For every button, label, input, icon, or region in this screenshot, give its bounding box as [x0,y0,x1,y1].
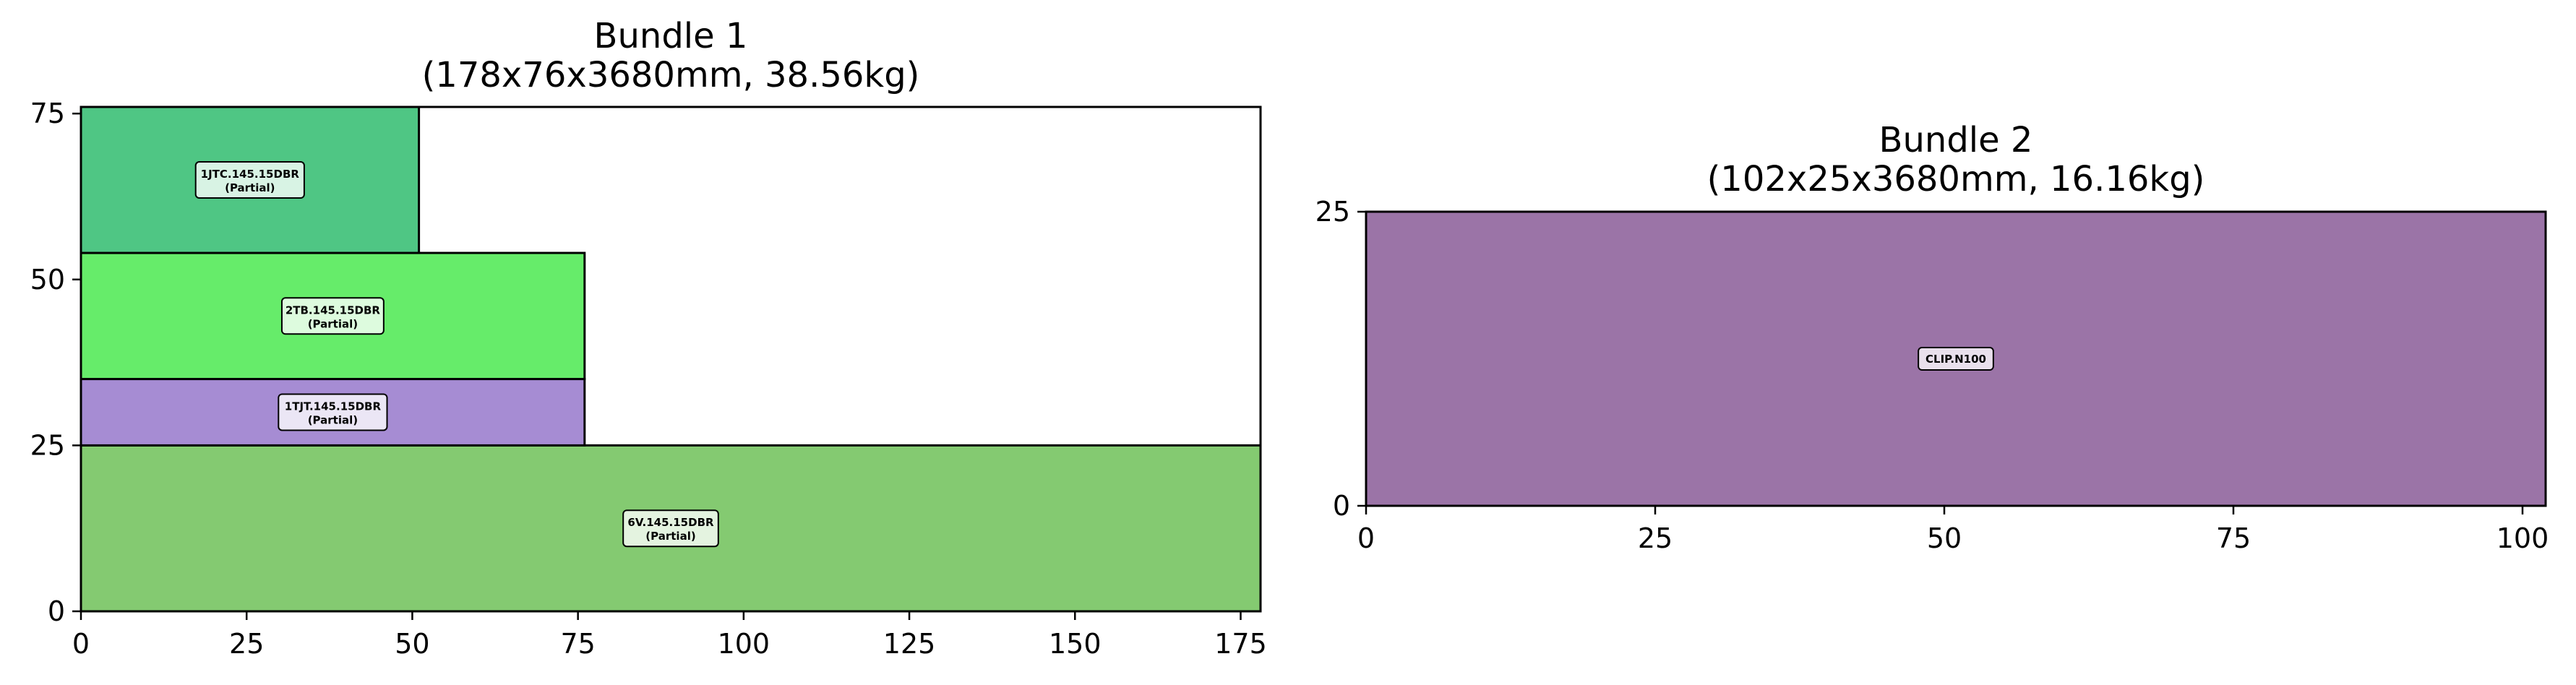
x-tick-label: 125 [883,628,936,660]
segment-label: 1JTC.145.15DBR [201,168,300,181]
chart-subtitle: (178x76x3680mm, 38.56kg) [422,55,920,95]
x-tick-label: 100 [2496,522,2549,554]
x-tick-label: 150 [1049,628,1102,660]
x-tick-label: 25 [1638,522,1673,554]
segment-label-box [194,161,305,199]
segment-label-box [278,393,388,431]
axes-frame [80,105,1262,613]
x-tick-label: 50 [1927,522,1962,554]
segment-label-box [1918,347,1994,371]
segment-sublabel: (Partial) [308,413,358,426]
x-tick-label: 75 [560,628,595,660]
chart-title: Bundle 2 [1879,120,2033,160]
segment-label: CLIP.N100 [1925,353,1986,366]
x-tick-label: 50 [395,628,429,660]
chart-panel-1: Bundle 1(178x76x3680mm, 38.56kg) 6V.145.1… [30,16,1267,660]
x-tick-label: 175 [1214,628,1267,660]
segment-sublabel: (Partial) [645,530,695,543]
segment-label: 6V.145.15DBR [627,516,714,529]
segment-sublabel: (Partial) [225,181,275,194]
y-tick-label: 0 [1333,490,1350,522]
segment-label-box [622,509,719,548]
axes-frame [1365,210,2547,507]
y-tick-label: 50 [30,264,65,296]
x-tick-label: 25 [229,628,264,660]
chart-subtitle: (102x25x3680mm, 16.16kg) [1707,159,2205,199]
segment-label: 2TB.145.15DBR [285,303,381,316]
x-tick-label: 75 [2216,522,2251,554]
x-tick-label: 0 [72,628,90,660]
chart-panel-2: Bundle 2(102x25x3680mm, 16.16kg) CLIP.N10… [1315,120,2549,554]
segment-label: 1TJT.145.15DBR [285,400,382,413]
y-tick-label: 25 [30,429,65,461]
x-tick-label: 0 [1357,522,1375,554]
y-tick-label: 75 [30,98,65,129]
x-tick-label: 100 [718,628,770,660]
y-tick-label: 25 [1315,196,1350,228]
chart-title: Bundle 1 [594,16,748,56]
segment-sublabel: (Partial) [308,317,358,330]
segment-label-box [280,297,385,335]
y-tick-label: 0 [48,595,65,627]
